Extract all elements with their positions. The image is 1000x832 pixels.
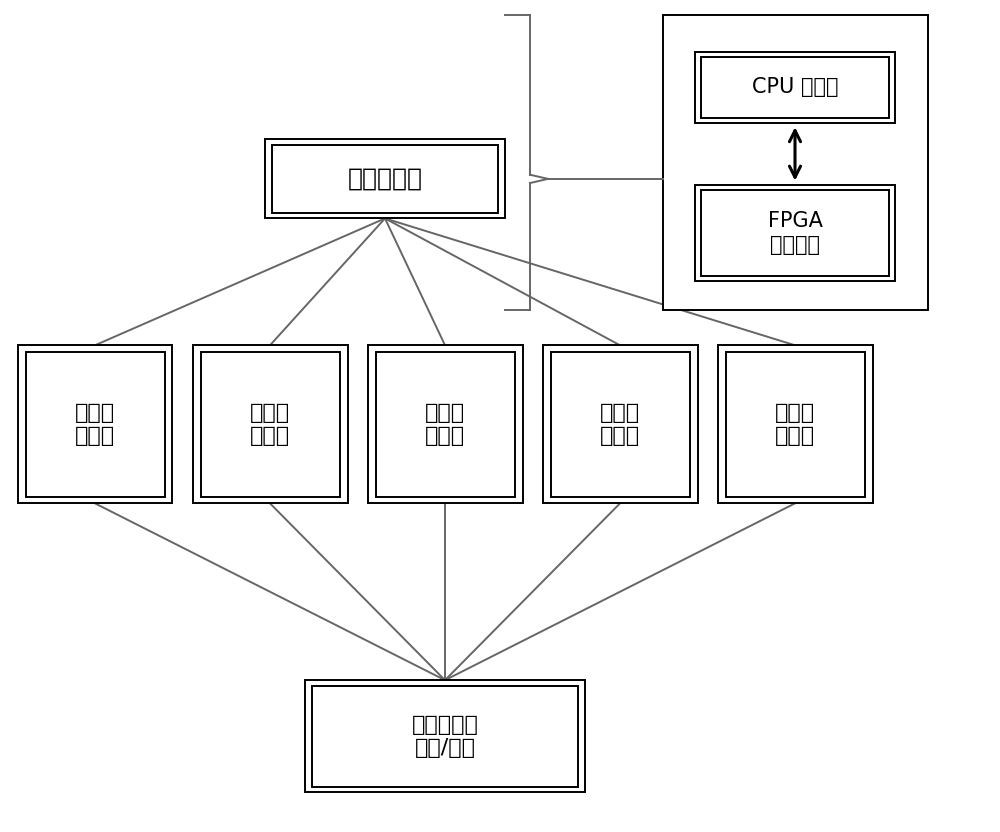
- Text: CPU 处理器: CPU 处理器: [752, 77, 838, 97]
- Text: 测试资
源板卡: 测试资 源板卡: [775, 403, 815, 446]
- Text: 待测半导体
芯片/晶圆: 待测半导体 芯片/晶圆: [412, 715, 478, 758]
- Bar: [542, 345, 698, 503]
- Bar: [695, 52, 895, 122]
- Text: 测试资
源板卡: 测试资 源板卡: [425, 403, 465, 446]
- Bar: [312, 686, 578, 787]
- Bar: [200, 352, 340, 497]
- Text: 测试资
源板卡: 测试资 源板卡: [600, 403, 640, 446]
- Text: 测试资
源板卡: 测试资 源板卡: [250, 403, 290, 446]
- Bar: [550, 352, 690, 497]
- Bar: [726, 352, 864, 497]
- Bar: [272, 145, 498, 212]
- Bar: [701, 190, 889, 275]
- Text: 测试资
源板卡: 测试资 源板卡: [75, 403, 115, 446]
- Bar: [26, 352, 164, 497]
- Bar: [18, 345, 172, 503]
- Bar: [192, 345, 348, 503]
- Bar: [265, 139, 505, 218]
- Bar: [701, 57, 889, 117]
- Text: 主控计算机: 主控计算机: [348, 167, 422, 191]
- Bar: [305, 681, 585, 792]
- Bar: [695, 186, 895, 281]
- Bar: [718, 345, 872, 503]
- Text: FPGA
交换芯片: FPGA 交换芯片: [768, 211, 822, 255]
- Bar: [368, 345, 522, 503]
- Bar: [376, 352, 514, 497]
- Bar: [663, 14, 928, 310]
